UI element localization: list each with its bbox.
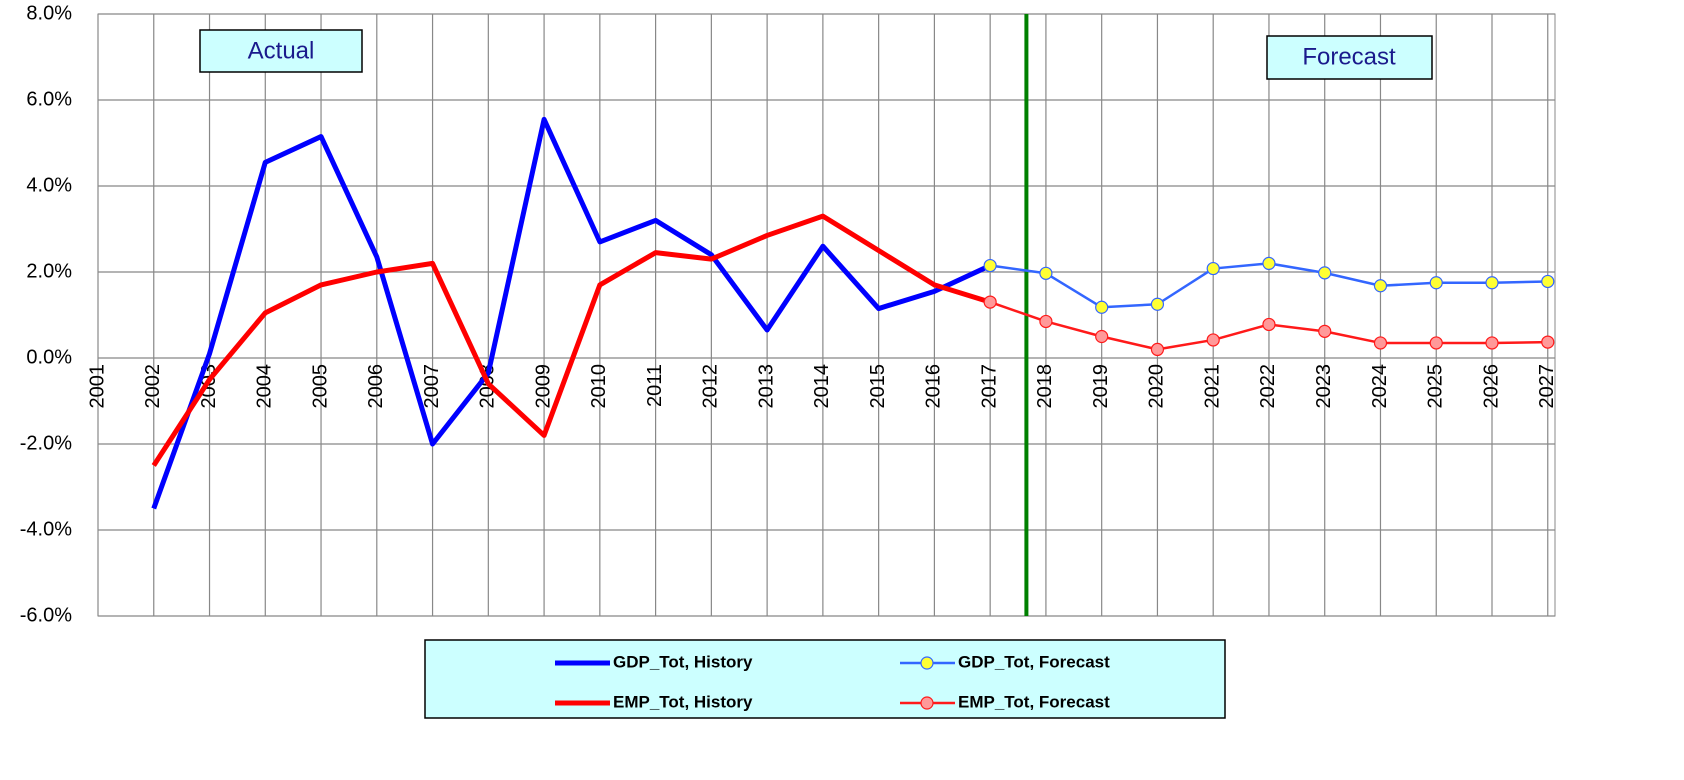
data-point bbox=[1373, 279, 1388, 293]
legend-label: EMP_Tot, History bbox=[613, 692, 753, 711]
x-tick-label: 2020 bbox=[1146, 364, 1168, 409]
x-tick-label: 2001 bbox=[86, 364, 108, 409]
x-tick-label: 2005 bbox=[309, 364, 331, 409]
x-tick-label: 2015 bbox=[867, 364, 889, 409]
data-point bbox=[1541, 335, 1555, 349]
data-point bbox=[1485, 336, 1499, 350]
x-tick-label: 2024 bbox=[1369, 364, 1391, 409]
data-point bbox=[1429, 336, 1443, 350]
x-tick-label: 2021 bbox=[1201, 364, 1223, 409]
x-tick-label: 2016 bbox=[923, 364, 945, 409]
x-tick-label: 2019 bbox=[1090, 364, 1112, 409]
x-tick-label: 2007 bbox=[421, 364, 443, 409]
x-tick-label: 2011 bbox=[644, 364, 666, 407]
annotation: Forecast bbox=[1302, 43, 1396, 70]
legend-marker bbox=[920, 656, 934, 670]
x-tick-label: 2012 bbox=[700, 364, 722, 409]
x-tick-label: 2023 bbox=[1313, 364, 1335, 409]
data-point bbox=[1206, 333, 1220, 347]
data-point bbox=[1262, 256, 1276, 270]
series-line bbox=[151, 116, 992, 510]
annotation-box bbox=[199, 29, 363, 73]
x-tick-label: 2027 bbox=[1536, 364, 1558, 409]
x-tick-label: 2010 bbox=[588, 364, 610, 409]
series-line bbox=[151, 213, 991, 467]
annotation: Actual bbox=[248, 37, 315, 64]
annotation-box bbox=[1266, 35, 1433, 80]
x-tick-label: 2026 bbox=[1480, 364, 1502, 409]
data-point bbox=[1150, 342, 1165, 356]
y-tick-label: -6.0% bbox=[20, 604, 72, 626]
data-point bbox=[1541, 274, 1555, 289]
y-tick-label: -2.0% bbox=[20, 432, 72, 454]
data-point bbox=[1485, 276, 1499, 290]
legend-label: GDP_Tot, History bbox=[613, 652, 753, 671]
data-point bbox=[1039, 314, 1053, 329]
x-tick-label: 2018 bbox=[1034, 364, 1056, 409]
data-point bbox=[1039, 266, 1053, 280]
x-tick-label: 2004 bbox=[254, 364, 276, 409]
x-tick-label: 2014 bbox=[811, 364, 833, 409]
data-point bbox=[1429, 276, 1443, 290]
x-tick-label: 2013 bbox=[755, 364, 777, 409]
y-tick-label: 8.0% bbox=[26, 2, 72, 24]
x-tick-label: 2017 bbox=[978, 364, 1000, 409]
x-tick-label: 2022 bbox=[1257, 364, 1279, 409]
legend-marker bbox=[920, 696, 934, 710]
y-tick-label: 6.0% bbox=[26, 88, 72, 110]
x-tick-label: 2002 bbox=[142, 364, 164, 409]
plot-area bbox=[97, 13, 1556, 617]
y-tick-label: 4.0% bbox=[26, 174, 72, 196]
plot-background bbox=[97, 13, 1556, 617]
x-tick-label: 2025 bbox=[1425, 364, 1447, 409]
data-point bbox=[983, 295, 997, 309]
data-point bbox=[1095, 300, 1109, 314]
x-tick-label: 2009 bbox=[532, 364, 554, 409]
data-point bbox=[1095, 329, 1109, 344]
y-tick-label: -4.0% bbox=[20, 518, 72, 540]
data-point bbox=[1150, 297, 1165, 311]
y-tick-label: 2.0% bbox=[26, 260, 72, 282]
data-point bbox=[1318, 324, 1332, 338]
y-tick-label: 0.0% bbox=[26, 346, 72, 368]
data-point bbox=[1262, 317, 1276, 332]
legend-label: EMP_Tot, Forecast bbox=[958, 692, 1110, 711]
legend-label: GDP_Tot, Forecast bbox=[958, 652, 1110, 671]
data-point bbox=[1373, 336, 1388, 350]
data-point bbox=[983, 258, 997, 273]
x-tick-label: 2006 bbox=[365, 364, 387, 409]
data-point bbox=[1318, 266, 1332, 280]
data-point bbox=[1206, 261, 1220, 276]
